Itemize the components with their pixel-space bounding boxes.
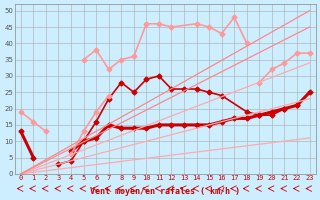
X-axis label: Vent moyen/en rafales ( km/h ): Vent moyen/en rafales ( km/h ) xyxy=(90,187,240,196)
